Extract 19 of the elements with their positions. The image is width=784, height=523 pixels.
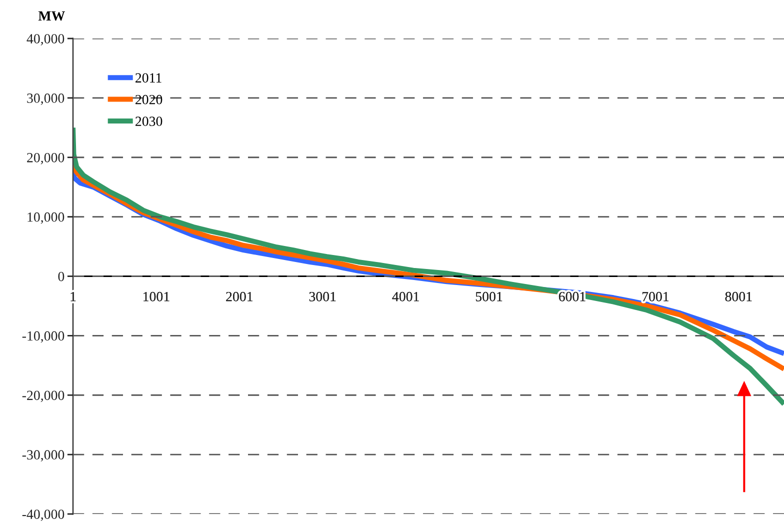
legend-label: 2011 — [136, 73, 162, 83]
y-tick-label: -20,000 — [22, 390, 64, 402]
y-tick-label: 20,000 — [27, 152, 64, 164]
x-tick-label: 4001 — [392, 292, 419, 302]
x-tick-label: 7001 — [642, 292, 668, 302]
legend-label: 2030 — [136, 116, 162, 126]
x-tick-label: 1001 — [144, 292, 170, 302]
y-axis-title: MW — [38, 11, 65, 21]
x-tick-label: 5001 — [476, 292, 502, 302]
y-tick-label: 30,000 — [27, 94, 64, 105]
y-tick-label: 40,000 — [26, 34, 64, 46]
y-tick-label: 0 — [58, 272, 64, 282]
y-tick-label: -10,000 — [22, 331, 64, 343]
x-tick-label: 8001 — [725, 292, 752, 302]
y-tick-label: 10,000 — [28, 212, 64, 224]
x-tick-label: 2001 — [226, 292, 252, 302]
y-tick-label: -30,000 — [22, 450, 64, 462]
y-tick-label: -40,000 — [22, 510, 64, 521]
x-tick-label: 3001 — [309, 292, 336, 302]
